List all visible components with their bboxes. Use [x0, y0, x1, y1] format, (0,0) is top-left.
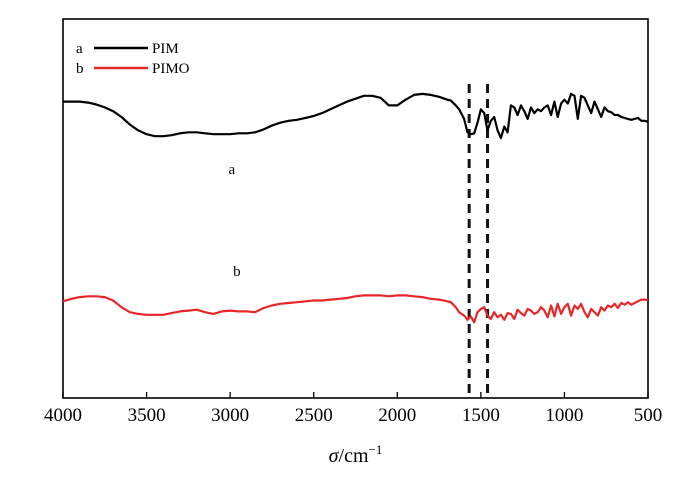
legend-label: PIMO	[152, 61, 190, 77]
x-axis-title: σ/cm−1	[329, 442, 383, 467]
x-axis-title-exponent: −1	[369, 442, 383, 457]
series-line-pim	[63, 92, 649, 140]
curve-labels: ab	[228, 162, 240, 280]
reference-lines	[467, 84, 490, 396]
curve-label-b: b	[233, 264, 241, 280]
legend: a PIM b PIMO	[76, 41, 190, 77]
x-tick-label: 3500	[128, 405, 166, 426]
x-axis-title-symbol: σ	[329, 445, 340, 467]
legend-letter: a	[76, 41, 83, 57]
x-axis: 4000 3500 3000 2500 2000 1500 1000 500	[44, 392, 662, 426]
x-tick-label: 1000	[545, 405, 583, 426]
x-tick-label: 2000	[378, 405, 416, 426]
x-tick-label: 500	[634, 405, 663, 426]
x-tick-label: 1500	[462, 405, 500, 426]
curve-label-a: a	[228, 162, 235, 178]
legend-letter: b	[76, 61, 84, 77]
series-line-pimo	[62, 294, 649, 324]
legend-label: PIM	[152, 41, 179, 57]
x-tick-label: 4000	[44, 405, 82, 426]
x-tick-label: 2500	[295, 405, 333, 426]
x-axis-title-unit: /cm	[339, 445, 369, 467]
plot-frame	[62, 18, 649, 399]
series-group	[62, 92, 649, 324]
x-tick-label: 3000	[211, 405, 249, 426]
